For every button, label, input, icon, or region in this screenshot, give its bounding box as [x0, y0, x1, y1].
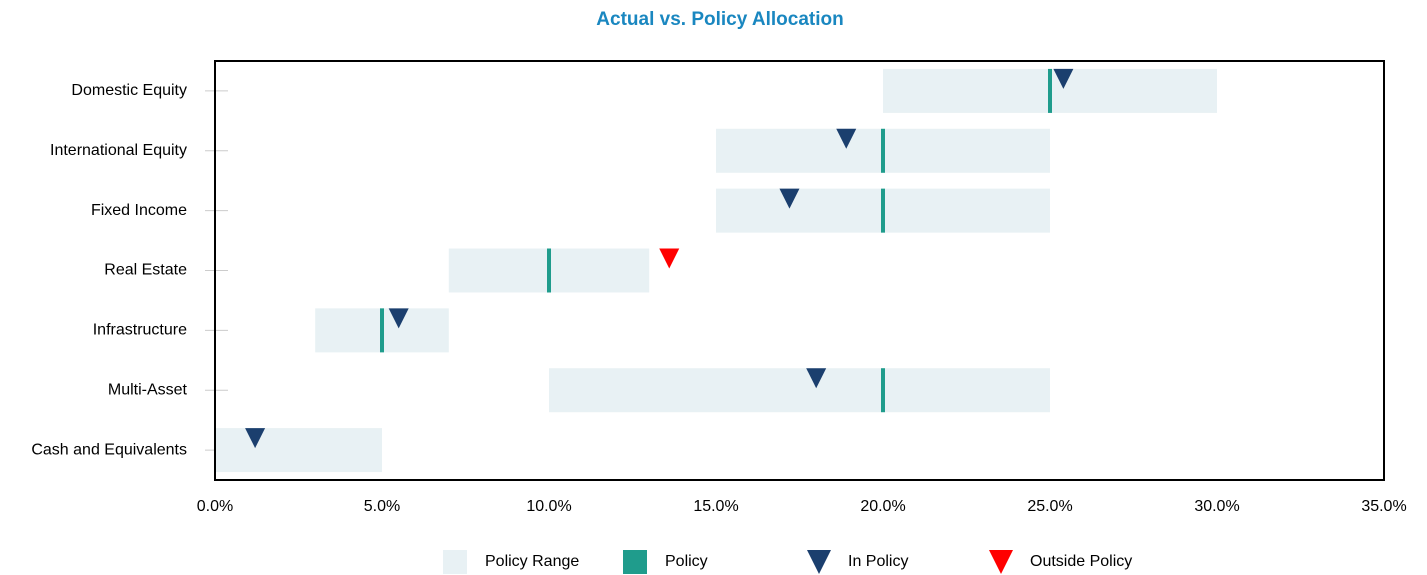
legend-swatch — [623, 550, 647, 574]
actual-marker — [779, 188, 800, 209]
actual-marker — [1053, 68, 1074, 89]
legend-swatch — [989, 550, 1013, 574]
actual-marker — [806, 368, 827, 389]
policy-line — [1048, 68, 1052, 113]
x-tick-label: 5.0% — [364, 498, 400, 515]
y-tick-label: Domestic Equity — [71, 82, 187, 99]
actual-marker — [659, 248, 680, 269]
x-tick-label: 10.0% — [526, 498, 571, 515]
y-tick-label: Infrastructure — [93, 322, 187, 339]
actual-marker — [836, 128, 857, 149]
x-tick-label: 30.0% — [1194, 498, 1239, 515]
legend-label: Policy Range — [485, 553, 579, 570]
y-tick-label: Real Estate — [104, 262, 187, 279]
policy-line — [881, 188, 885, 233]
policy-range-bar — [215, 428, 382, 473]
policy-line — [380, 308, 384, 353]
x-tick-label: 20.0% — [860, 498, 905, 515]
policy-line — [881, 128, 885, 173]
chart-title: Actual vs. Policy Allocation — [596, 9, 843, 30]
y-tick-label: Fixed Income — [91, 202, 187, 219]
x-tick-label: 0.0% — [197, 498, 233, 515]
legend-label: In Policy — [848, 553, 908, 570]
legend-label: Outside Policy — [1030, 553, 1132, 570]
actual-marker — [388, 308, 409, 329]
x-tick-label: 15.0% — [693, 498, 738, 515]
y-tick-label: Cash and Equivalents — [31, 441, 187, 458]
y-tick-label: International Equity — [50, 142, 187, 159]
policy-range-bar — [549, 368, 1050, 413]
legend-swatch — [443, 550, 467, 574]
actual-marker — [245, 428, 266, 449]
x-tick-label: 25.0% — [1027, 498, 1072, 515]
y-tick-label: Multi-Asset — [108, 381, 188, 398]
legend-label: Policy — [665, 553, 708, 570]
policy-line — [547, 248, 551, 293]
legend-swatch — [807, 550, 831, 574]
policy-line — [881, 368, 885, 413]
x-tick-label: 35.0% — [1361, 498, 1406, 515]
plot-border — [214, 60, 1385, 481]
